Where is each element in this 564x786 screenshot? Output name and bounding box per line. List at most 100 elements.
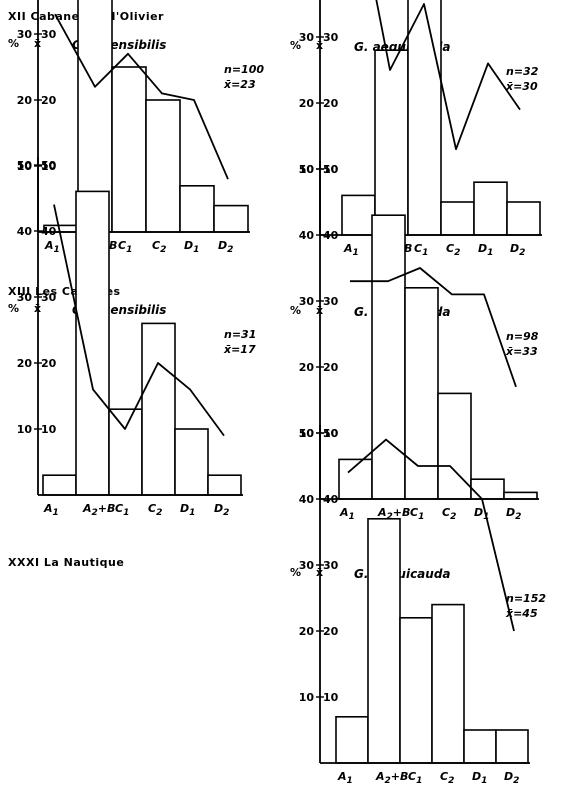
bar-2: [111, 66, 147, 233]
tick-label-left: 30: [299, 31, 315, 44]
tick-label-right: 10: [41, 160, 57, 173]
category-label: C2: [446, 242, 460, 258]
bar-6: [506, 201, 541, 236]
bar-1: [75, 190, 110, 496]
tick-label-right: 10: [41, 423, 57, 436]
tick-label-left: 40: [17, 225, 33, 238]
tick-label-left: 30: [299, 559, 315, 572]
tick-label-right: 50: [323, 427, 339, 440]
bar-5: [213, 204, 249, 233]
percent-axis-label: %: [8, 37, 19, 50]
sample-size-label: n=100: [224, 63, 264, 76]
tick-label-left: 30: [17, 28, 33, 41]
category-label: C1: [414, 242, 428, 258]
mean-value-label: x̄=30: [505, 80, 538, 93]
tick-label-left: 10: [17, 160, 33, 173]
bar-a1: [42, 474, 77, 496]
tick-label-right: 30: [323, 31, 339, 44]
mean-line: [375, 0, 521, 151]
bar-6: [495, 729, 529, 764]
chart-panel-2: %x̄G. aequicaudan=32x̄=30102030405010203…: [290, 0, 542, 258]
tick-label-right: 30: [323, 295, 339, 308]
tick-label-left: 50: [299, 163, 315, 176]
bar-3: [141, 322, 176, 496]
tick-label-left: 30: [17, 291, 33, 304]
tick-label-left: 20: [17, 357, 33, 370]
bar-4: [440, 201, 475, 236]
bar-4: [431, 603, 465, 764]
bar-3: [404, 286, 439, 500]
tick-label-right: 30: [41, 291, 57, 304]
category-label: C2: [152, 239, 166, 255]
tick-label-right: 20: [323, 625, 339, 638]
category-label: D1: [478, 242, 493, 258]
bar-1: [335, 715, 369, 764]
tick-label-right: 20: [41, 357, 57, 370]
tick-label-left: 20: [17, 94, 33, 107]
category-label: A2+B: [375, 770, 408, 786]
category-label: A1: [337, 770, 353, 786]
category-label: D1: [472, 770, 487, 786]
tick-label-left: 40: [299, 229, 315, 242]
tick-label-right: 40: [41, 225, 57, 238]
percent-axis-label: %: [290, 304, 301, 317]
tick-label-right: 10: [323, 427, 339, 440]
category-label: C1: [408, 770, 422, 786]
category-label: D2: [504, 770, 519, 786]
tick-label-left: 10: [17, 423, 33, 436]
bar-4: [179, 185, 215, 233]
mean-value-label: x̄=23: [223, 78, 256, 91]
section-title-xxxi: XXXI La Nautique: [8, 556, 124, 569]
category-label: C2: [442, 506, 456, 522]
bar-1: [341, 194, 376, 236]
category-label: A1: [343, 242, 359, 258]
mean-line: [347, 438, 515, 632]
tick-label-left: 50: [299, 427, 315, 440]
percent-axis-label: %: [290, 39, 301, 52]
bar-4: [174, 428, 209, 496]
mean-value-label: x̄=17: [223, 343, 256, 356]
tick-label-left: 30: [299, 295, 315, 308]
tick-label-right: 20: [323, 361, 339, 374]
tick-label-right: 30: [41, 28, 57, 41]
tick-label-left: 20: [299, 361, 315, 374]
chart-panel-3: % x̄ G. insensibilisn=31x̄=171020304050102…: [8, 157, 256, 518]
tick-label-right: 40: [323, 229, 339, 242]
tick-label-right: 10: [323, 691, 339, 704]
percent-axis-label: %: [8, 302, 19, 315]
mean-line: [350, 267, 517, 388]
mean-line: [54, 13, 229, 180]
bar-6: [503, 491, 538, 500]
category-label: D1: [180, 502, 195, 518]
tick-label-right: 10: [323, 163, 339, 176]
bar-2: [371, 214, 406, 500]
bar-2: [374, 49, 409, 236]
bar-5: [473, 181, 508, 236]
tick-label-left: 10: [299, 691, 315, 704]
sample-size-label: n=32: [506, 65, 539, 78]
category-label: A1: [43, 502, 59, 518]
tick-label-right: 50: [323, 163, 339, 176]
category-label: C1: [118, 239, 132, 255]
bar-5: [207, 474, 242, 496]
category-label: A1: [44, 239, 60, 255]
bar-5: [463, 729, 497, 764]
tick-label-left: 20: [299, 97, 315, 110]
bar-3: [145, 99, 181, 233]
tick-label-right: 20: [41, 94, 57, 107]
bar-3: [407, 0, 442, 236]
sample-size-label: n=152: [506, 592, 546, 605]
percent-axis-label: %: [290, 566, 301, 579]
chart-panel-1: %x̄G. insensibilisn=100x̄=23102030405010…: [8, 0, 264, 255]
tick-label-left: 10: [299, 163, 315, 176]
category-label: D2: [218, 239, 233, 255]
category-label: D2: [506, 506, 521, 522]
category-label: A1: [339, 506, 355, 522]
bar-2: [367, 517, 401, 764]
tick-label-left: 50: [17, 159, 33, 172]
tick-label-right: 20: [323, 97, 339, 110]
sample-size-label: n=31: [224, 328, 256, 341]
tick-label-right: 40: [323, 493, 339, 506]
category-label: D2: [214, 502, 229, 518]
